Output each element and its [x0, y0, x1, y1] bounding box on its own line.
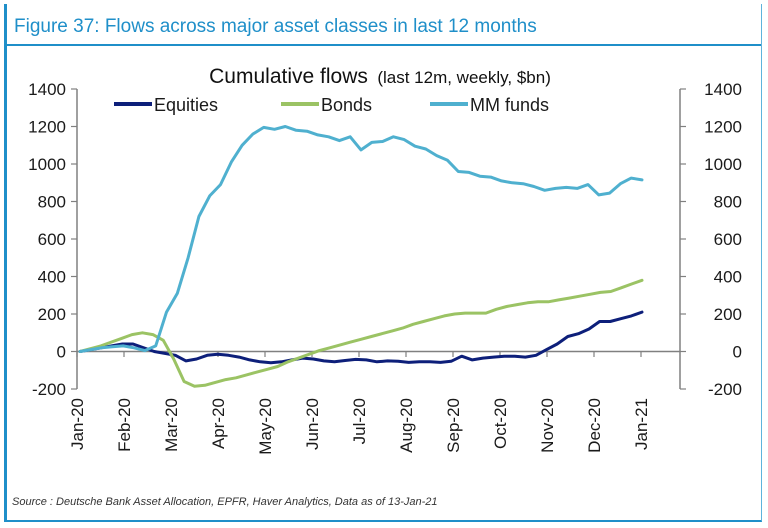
x-tick-label: Jun-20 — [303, 398, 322, 450]
y-right-tick-label: 1200 — [704, 118, 742, 137]
y-right-tick-label: 0 — [733, 343, 742, 362]
y-left-tick-label: 600 — [38, 230, 66, 249]
y-right-tick-label: 400 — [714, 268, 742, 287]
x-tick-label: Aug-20 — [397, 398, 416, 453]
figure-title: Figure 37: Flows across major asset clas… — [14, 16, 537, 37]
y-right-tick-label: 1400 — [704, 80, 742, 99]
x-ticks: Jan-20 Feb-20 Mar-20 Apr-20 May-20 Jun-20 Jul-… — [68, 351, 651, 455]
y-right-tick-label: 200 — [714, 305, 742, 324]
series-line-equities — [78, 310, 644, 365]
legend-label-mm-funds: MM funds — [470, 95, 549, 115]
series-lines — [78, 125, 644, 388]
legend-label-bonds: Bonds — [321, 95, 372, 115]
chart-title: Cumulative flows (last 12m, weekly, $bn) — [209, 65, 551, 88]
y-right-tick-label: 800 — [714, 193, 742, 212]
axes — [76, 89, 681, 389]
x-tick-label: Jan-21 — [632, 398, 651, 450]
series-line-bonds — [78, 278, 644, 388]
title-divider — [7, 44, 761, 46]
y-left-tick-label: 0 — [57, 343, 66, 362]
y-left-tick-label: 1000 — [28, 155, 66, 174]
chart-title-main: Cumulative flows — [209, 65, 368, 88]
x-tick-label: Dec-20 — [585, 398, 604, 453]
x-tick-label: Mar-20 — [162, 398, 181, 452]
y-left-tick-label: 800 — [38, 193, 66, 212]
y-right-tick-label: -200 — [708, 380, 742, 399]
x-tick-label: Apr-20 — [209, 398, 228, 449]
figure-frame — [4, 4, 762, 522]
series-line-mm-funds — [78, 125, 644, 353]
y-ticks: -200 0 200 400 600 800 1000 1200 1400 -200 0 200 400… — [28, 80, 742, 399]
x-tick-label: Nov-20 — [538, 398, 557, 453]
y-left-tick-label: 400 — [38, 268, 66, 287]
y-left-tick-label: 1400 — [28, 80, 66, 99]
legend: Equities Bonds MM funds — [114, 95, 549, 115]
x-tick-label: Feb-20 — [115, 398, 134, 452]
x-tick-label: Sep-20 — [444, 398, 463, 453]
x-tick-label: Jul-20 — [350, 398, 369, 444]
chart-title-sub: (last 12m, weekly, $bn) — [377, 68, 551, 87]
y-left-tick-label: 1200 — [28, 118, 66, 137]
y-right-tick-label: 1000 — [704, 155, 742, 174]
x-tick-label: May-20 — [256, 398, 275, 455]
x-tick-label: Jan-20 — [68, 398, 87, 450]
source-note: Source : Deutsche Bank Asset Allocation,… — [12, 496, 438, 508]
y-right-tick-label: 600 — [714, 230, 742, 249]
y-left-tick-label: 200 — [38, 305, 66, 324]
legend-label-equities: Equities — [154, 95, 218, 115]
x-tick-label: Oct-20 — [491, 398, 510, 449]
y-left-tick-label: -200 — [32, 380, 66, 399]
